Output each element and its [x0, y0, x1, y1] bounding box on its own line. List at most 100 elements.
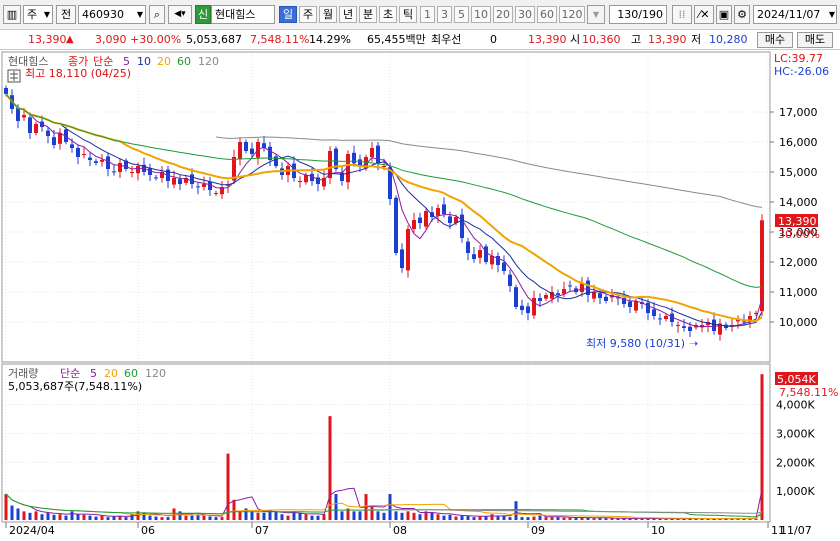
candle-body[interactable]	[4, 88, 8, 94]
volume-bar[interactable]	[760, 374, 764, 520]
volume-bar[interactable]	[658, 518, 662, 520]
volume-bar[interactable]	[214, 517, 218, 520]
candle-body[interactable]	[154, 177, 158, 179]
candle-body[interactable]	[418, 217, 422, 223]
candle-body[interactable]	[514, 287, 518, 307]
volume-bar[interactable]	[502, 515, 506, 520]
candle-body[interactable]	[670, 313, 674, 322]
market-select[interactable]: 주 ▼	[23, 5, 53, 24]
candle-body[interactable]	[532, 298, 536, 316]
candle-body[interactable]	[526, 306, 530, 313]
volume-bar[interactable]	[604, 518, 608, 520]
volume-bar[interactable]	[154, 516, 158, 520]
volume-bar[interactable]	[652, 518, 656, 520]
volume-bar[interactable]	[640, 518, 644, 520]
volume-bar[interactable]	[520, 517, 524, 520]
volume-bar[interactable]	[250, 511, 254, 520]
candle-body[interactable]	[412, 220, 416, 229]
volume-bar[interactable]	[10, 505, 14, 520]
candle-body[interactable]	[676, 325, 680, 326]
volume-bar[interactable]	[670, 518, 674, 520]
volume-bar[interactable]	[88, 515, 92, 520]
minute-option[interactable]: 10	[471, 6, 491, 23]
period-weekly[interactable]: 주	[299, 6, 317, 23]
candle-body[interactable]	[592, 292, 596, 299]
volume-bar[interactable]	[496, 515, 500, 520]
volume-bar[interactable]	[718, 518, 722, 520]
candle-body[interactable]	[508, 274, 512, 286]
candle-body[interactable]	[34, 124, 38, 133]
volume-bar[interactable]	[466, 515, 470, 520]
candle-body[interactable]	[148, 168, 152, 175]
candle-body[interactable]	[190, 174, 194, 184]
volume-bar[interactable]	[184, 515, 188, 520]
candle-body[interactable]	[406, 229, 410, 271]
volume-bar[interactable]	[130, 514, 134, 520]
volume-bar[interactable]	[418, 514, 422, 520]
volume-bar[interactable]	[172, 508, 176, 520]
volume-bar[interactable]	[472, 517, 476, 520]
volume-bar[interactable]	[490, 514, 494, 520]
volume-bar[interactable]	[388, 494, 392, 520]
volume-bar[interactable]	[550, 517, 554, 520]
volume-bar[interactable]	[562, 517, 566, 520]
volume-bar[interactable]	[268, 509, 272, 520]
candle-body[interactable]	[124, 160, 128, 169]
volume-bar[interactable]	[628, 518, 632, 520]
volume-bar[interactable]	[316, 515, 320, 520]
prev-button[interactable]: 전	[56, 5, 76, 24]
stock-chart[interactable]: 17,000 16,000 15,000 14,000 13,000 12,000 11,0…	[0, 50, 840, 541]
minute-option[interactable]: 30	[515, 6, 535, 23]
volume-pane[interactable]	[4, 374, 764, 520]
volume-bar[interactable]	[208, 516, 212, 520]
candle-body[interactable]	[376, 145, 380, 163]
volume-bar[interactable]	[124, 517, 128, 520]
volume-bar[interactable]	[232, 499, 236, 520]
candle-body[interactable]	[748, 316, 752, 322]
candle-body[interactable]	[202, 184, 206, 187]
candle-body[interactable]	[238, 142, 242, 160]
candle-body[interactable]	[586, 280, 590, 295]
candle-body[interactable]	[436, 208, 440, 216]
candle-body[interactable]	[394, 197, 398, 253]
volume-bar[interactable]	[4, 494, 8, 520]
volume-bar[interactable]	[532, 516, 536, 520]
volume-bar[interactable]	[598, 517, 602, 520]
volume-bar[interactable]	[160, 517, 164, 520]
candle-body[interactable]	[520, 305, 524, 310]
volume-bar[interactable]	[76, 514, 80, 520]
minute-option[interactable]: 1	[420, 6, 435, 23]
candle-body[interactable]	[220, 187, 224, 195]
candle-body[interactable]	[196, 186, 200, 188]
candle-body[interactable]	[298, 181, 302, 182]
candle-body[interactable]	[706, 322, 710, 325]
volume-bar[interactable]	[556, 517, 560, 520]
candle-body[interactable]	[550, 292, 554, 299]
volume-bar[interactable]	[592, 518, 596, 520]
candle-body[interactable]	[682, 326, 686, 328]
volume-bar[interactable]	[220, 517, 224, 520]
buy-button[interactable]: 매수	[757, 32, 793, 48]
volume-bar[interactable]	[298, 512, 302, 520]
volume-bar[interactable]	[580, 517, 584, 520]
volume-bar[interactable]	[118, 515, 122, 520]
candle-body[interactable]	[466, 241, 470, 253]
split-icon[interactable]: ▣	[716, 5, 732, 24]
candle-body[interactable]	[490, 256, 494, 265]
volume-bar[interactable]	[382, 512, 386, 520]
candle-body[interactable]	[250, 148, 254, 154]
candle-body[interactable]	[316, 177, 320, 184]
candle-body[interactable]	[400, 249, 404, 268]
candle-body[interactable]	[28, 117, 32, 133]
volume-bar[interactable]	[712, 518, 716, 520]
candle-body[interactable]	[556, 293, 560, 295]
volume-bar[interactable]	[136, 511, 140, 520]
candle-body[interactable]	[568, 285, 572, 287]
volume-bar[interactable]	[166, 517, 170, 520]
candle-body[interactable]	[700, 325, 704, 328]
candle-body[interactable]	[106, 156, 110, 169]
chart-tool-icon[interactable]: ⁄✕	[694, 5, 714, 24]
candle-body[interactable]	[214, 193, 218, 194]
minute-option[interactable]: 60	[537, 6, 557, 23]
volume-bar[interactable]	[100, 515, 104, 520]
